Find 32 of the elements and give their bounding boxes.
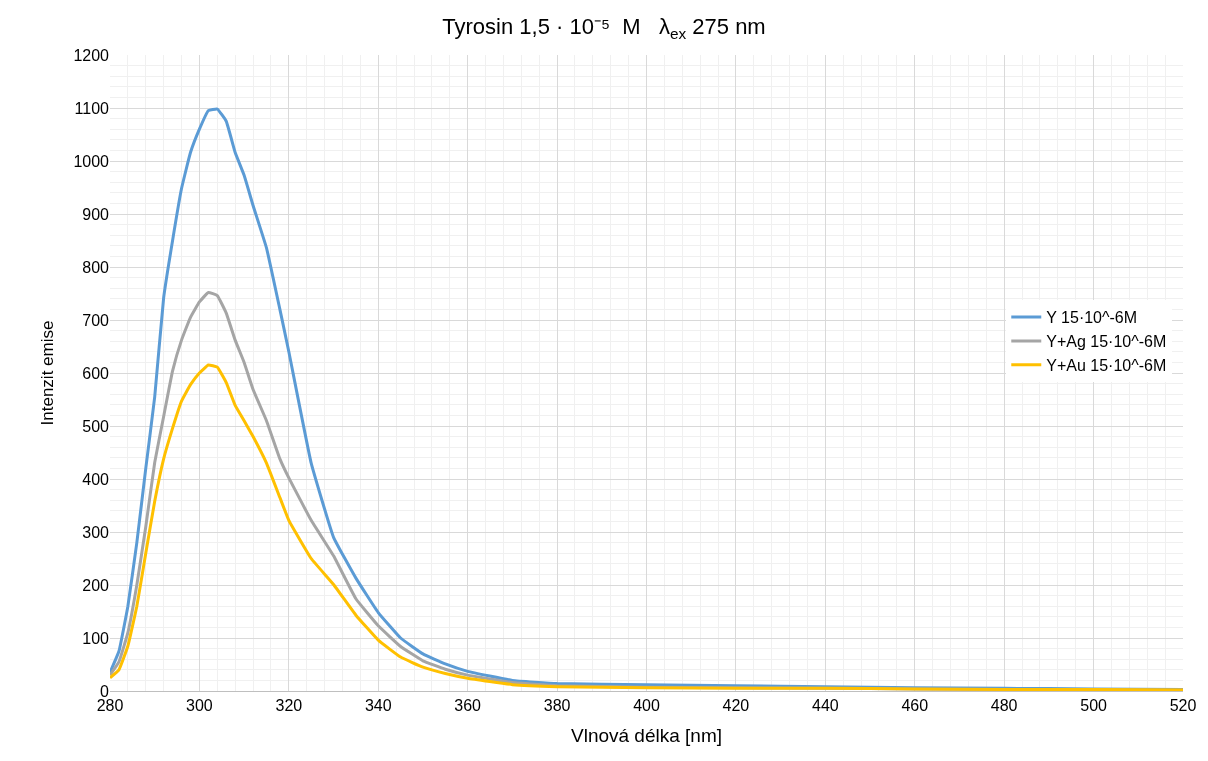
x-tick-label: 480 [990, 697, 1018, 715]
legend-label: Y+Ag 15·10^-6M [1046, 333, 1167, 351]
y-tick-label: 500 [82, 417, 110, 435]
x-tick-label: 500 [1080, 697, 1108, 715]
x-axis-title: Vlnová délka [nm] [570, 725, 723, 746]
y-tick-label: 700 [82, 311, 110, 329]
legend-label: Y+Au 15·10^-6M [1046, 356, 1167, 374]
x-tick-label: 400 [633, 697, 660, 715]
y-tick-label: 1100 [74, 99, 110, 117]
y-tick-label: 400 [82, 470, 110, 488]
x-tick-label: 300 [186, 697, 213, 715]
x-tick-label: 280 [96, 697, 124, 715]
x-tick-label: 360 [454, 697, 482, 715]
y-tick-label: 100 [82, 629, 110, 647]
y-tick-label: 900 [82, 205, 110, 223]
y-tick-label: 800 [82, 258, 110, 276]
y-tick-label: 600 [82, 364, 110, 382]
chart-title: Tyrosin 1,5 · 10⁻⁵ M λ$_{ex}$ 275 nm [442, 14, 766, 43]
x-tick-label: 340 [364, 697, 392, 715]
y-axis-title: Intenzit emise [37, 320, 57, 426]
x-tick-label: 520 [1169, 697, 1197, 715]
y-tick-label: 1000 [73, 152, 110, 170]
y-tick-label: 0 [100, 682, 110, 700]
y-tick-label: 1200 [73, 46, 110, 64]
x-tick-label: 380 [543, 697, 571, 715]
y-tick-label: 300 [82, 523, 110, 541]
y-tick-label: 200 [82, 576, 110, 594]
legend-label: Y 15·10^-6M [1046, 309, 1138, 327]
x-tick-label: 440 [811, 697, 839, 715]
x-tick-label: 420 [722, 697, 750, 715]
x-tick-label: 320 [275, 697, 303, 715]
x-tick-label: 460 [901, 697, 929, 715]
